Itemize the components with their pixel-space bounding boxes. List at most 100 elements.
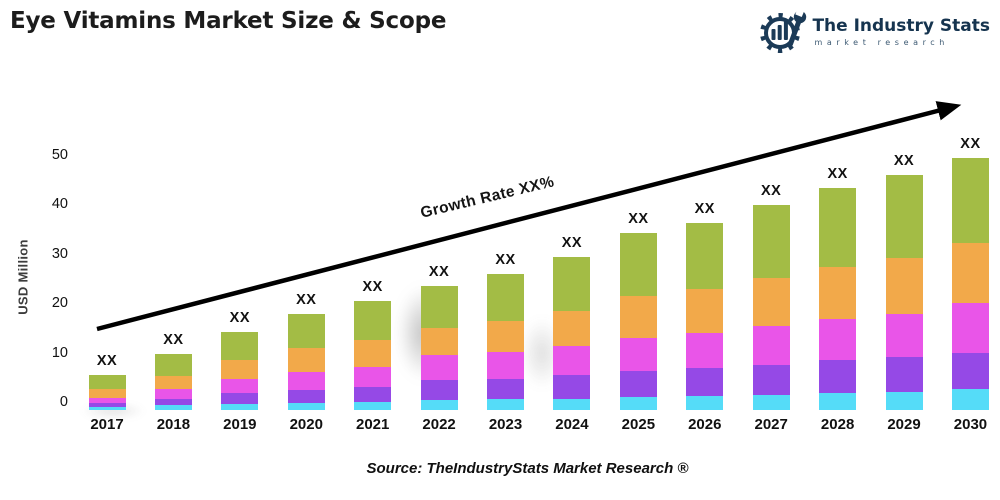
bar-2019: [221, 331, 259, 410]
bar-segment-segment-1-cyan: [221, 403, 259, 410]
bar-segment-segment-2-purple: [553, 375, 591, 399]
bar-segment-segment-1-cyan: [154, 405, 192, 410]
bar-segment-segment-4-orange: [354, 340, 392, 367]
bar-segment-segment-2-purple: [88, 403, 126, 407]
page-title: Eye Vitamins Market Size & Scope: [10, 8, 447, 34]
gear-wrench-chart-icon: [759, 6, 807, 59]
bar-segment-segment-4-orange: [819, 266, 857, 320]
bar-segment-segment-4-orange: [287, 348, 325, 373]
bar-segment-segment-4-orange: [951, 243, 989, 304]
bar-value-label: XX: [495, 251, 516, 268]
x-axis-label-2019: 2019: [223, 416, 257, 433]
bar-segment-segment-3-magenta: [951, 303, 989, 354]
bar-segment-segment-2-purple: [287, 389, 325, 403]
bar-value-label: XX: [761, 183, 782, 200]
bar-2029: [885, 175, 923, 410]
bar-segment-segment-2-purple: [354, 386, 392, 402]
source-note: Source: TheIndustryStats Market Research…: [366, 460, 689, 477]
bar-value-label: XX: [561, 234, 583, 251]
bar-segment-segment-2-purple: [221, 393, 259, 404]
bar-segment-segment-5-green: [487, 273, 525, 322]
bar-segment-segment-3-magenta: [553, 346, 591, 376]
bar-segment-segment-2-purple: [885, 357, 923, 393]
bar-segment-segment-5-green: [420, 286, 458, 328]
y-tick-label: 50: [51, 147, 68, 163]
bar-segment-segment-4-orange: [619, 296, 657, 338]
bar-segment-segment-3-magenta: [885, 313, 923, 358]
bar-segment-segment-5-green: [221, 331, 259, 360]
bar-2020: [287, 314, 325, 410]
bar-segment-segment-1-cyan: [420, 399, 458, 410]
bar-segment-segment-4-orange: [420, 327, 458, 356]
bar-segment-segment-2-purple: [686, 368, 724, 396]
bar-segment-segment-4-orange: [88, 389, 126, 398]
bar-segment-segment-1-cyan: [88, 406, 126, 410]
x-axis-label-2027: 2027: [754, 416, 788, 433]
bar-segment-segment-4-orange: [686, 289, 724, 334]
bar-segment-segment-3-magenta: [686, 333, 724, 369]
y-tick-label: 40: [51, 196, 68, 213]
bar-2023: [487, 273, 525, 410]
bar-2030: [951, 157, 989, 411]
bar-segment-segment-3-magenta: [287, 372, 325, 390]
brand-name: The Industry Stats: [812, 15, 990, 36]
bar-segment-segment-3-magenta: [154, 389, 192, 399]
x-axis-label-2020: 2020: [289, 416, 323, 433]
brand-logo: The Industry Stats market research: [759, 6, 990, 59]
x-axis-label-2026: 2026: [688, 416, 722, 433]
bar-segment-segment-1-cyan: [553, 398, 591, 410]
bar-segment-segment-5-green: [553, 256, 591, 311]
brand-tagline: market research: [814, 37, 949, 47]
bar-segment-segment-2-purple: [951, 353, 989, 389]
bar-value-label: XX: [428, 264, 450, 281]
bar-segment-segment-3-magenta: [752, 326, 790, 365]
x-axis-label-2021: 2021: [355, 416, 390, 433]
bar-segment-segment-3-magenta: [221, 378, 259, 394]
bar-2025: [619, 233, 657, 410]
bar-segment-segment-1-cyan: [487, 399, 525, 410]
bar-segment-segment-3-magenta: [354, 366, 392, 387]
bar-value-label: XX: [960, 135, 981, 152]
bar-segment-segment-5-green: [287, 314, 325, 349]
x-axis-label-2028: 2028: [820, 416, 855, 433]
bar-segment-segment-5-green: [354, 301, 392, 341]
bar-2024: [553, 256, 591, 410]
bar-2028: [819, 187, 857, 410]
bar-value-label: XX: [362, 279, 383, 296]
bar-value-label: XX: [694, 201, 715, 218]
bar-segment-segment-4-orange: [221, 359, 259, 379]
bar-segment-segment-5-green: [951, 157, 989, 244]
bar-2026: [686, 223, 724, 410]
bar-segment-segment-2-purple: [487, 378, 525, 400]
bar-segment-segment-1-cyan: [885, 392, 923, 410]
x-axis-label-2025: 2025: [621, 416, 656, 433]
x-axis-label-2029: 2029: [887, 416, 921, 433]
bar-segment-segment-5-green: [154, 354, 192, 377]
growth-rate-annotation: Growth Rate XX%: [418, 173, 557, 222]
bar-segment-segment-1-cyan: [752, 394, 790, 410]
bar-value-label: XX: [827, 165, 848, 182]
bar-2021: [354, 301, 392, 410]
bar-segment-segment-2-purple: [819, 360, 857, 394]
bar-value-label: XX: [893, 153, 915, 170]
bar-segment-segment-1-cyan: [951, 388, 989, 410]
bar-segment-segment-3-magenta: [819, 319, 857, 361]
bar-segment-segment-2-purple: [420, 380, 458, 400]
y-tick-label: 0: [59, 394, 68, 410]
bar-segment-segment-1-cyan: [619, 396, 657, 410]
bar-segment-segment-1-cyan: [686, 395, 724, 410]
bar-2022: [420, 286, 458, 410]
bar-2027: [752, 205, 790, 410]
bar-value-label: XX: [628, 211, 649, 228]
bar-value-label: XX: [229, 309, 250, 326]
x-axis-label-2024: 2024: [555, 416, 589, 433]
bar-segment-segment-3-magenta: [619, 337, 657, 371]
x-axis-label-2017: 2017: [90, 416, 124, 433]
bar-segment-segment-5-green: [885, 175, 923, 258]
bar-segment-segment-3-magenta: [88, 397, 126, 404]
bar-segment-segment-4-orange: [154, 376, 192, 390]
y-tick-label: 20: [51, 295, 68, 312]
bar-segment-segment-3-magenta: [487, 352, 525, 379]
x-axis-label-2018: 2018: [156, 416, 191, 433]
